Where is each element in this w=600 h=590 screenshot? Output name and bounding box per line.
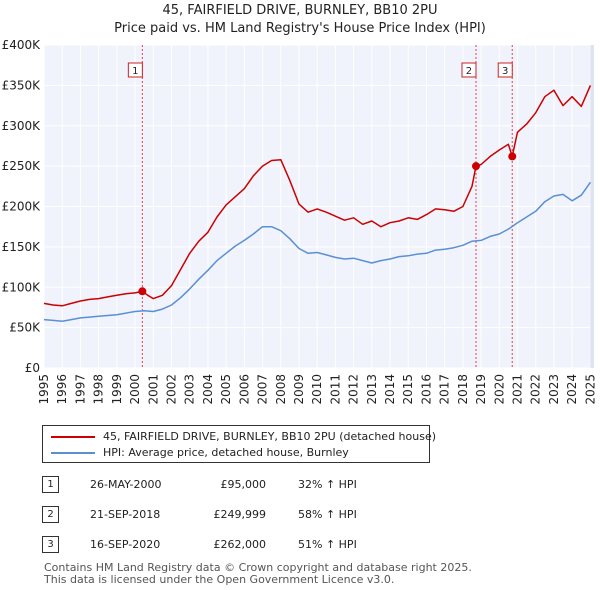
y-tick-label: £200K <box>2 200 42 214</box>
x-tick-label: 2010 <box>310 374 324 405</box>
x-tick-label: 2005 <box>219 374 233 405</box>
marker-label: 3 <box>502 66 508 77</box>
y-tick-label: £150K <box>2 240 42 254</box>
footer-copyright: Contains HM Land Registry data © Crown c… <box>44 561 472 574</box>
y-tick-label: £400K <box>2 38 42 52</box>
y-tick-label: £50K <box>9 321 41 335</box>
y-tick-label: £350K <box>2 78 42 92</box>
x-tick-label: 2021 <box>511 374 525 405</box>
transactions-table: 1 26-MAY-2000 £95,000 32% ↑ HPI 2 21-SEP… <box>0 472 600 562</box>
x-tick-label: 2000 <box>128 374 142 405</box>
x-tick-label: 1996 <box>55 374 69 405</box>
legend-property-label: 45, FAIRFIELD DRIVE, BURNLEY, BB10 2PU (… <box>103 430 437 443</box>
legend-property-swatch <box>51 436 95 438</box>
x-tick-label: 2006 <box>237 374 251 405</box>
x-tick-label: 2025 <box>583 374 597 405</box>
table-row: 2 21-SEP-2018 £249,999 58% ↑ HPI <box>0 506 600 526</box>
sale-point <box>508 152 517 161</box>
price-chart: £0 £50K £100K £150K £200K £250K £300K £350K £400… <box>2 38 598 405</box>
transaction-price: £262,000 <box>213 538 267 551</box>
table-row: 3 16-SEP-2020 £262,000 51% ↑ HPI <box>0 536 600 556</box>
x-tick-label: 1999 <box>110 374 124 405</box>
x-tick-label: 2024 <box>565 374 579 405</box>
transaction-price: £249,999 <box>213 508 267 521</box>
x-tick-label: 2001 <box>146 374 160 405</box>
legend-hpi-swatch <box>51 452 95 454</box>
chart-title: 45, FAIRFIELD DRIVE, BURNLEY, BB10 2PU <box>162 3 438 18</box>
chart-subtitle: Price paid vs. HM Land Registry's House … <box>114 21 486 36</box>
y-tick-label: £300K <box>2 119 42 133</box>
x-tick-label: 2013 <box>365 374 379 405</box>
y-tick-label: £250K <box>2 159 42 173</box>
x-tick-label: 2016 <box>419 374 433 405</box>
marker-box <box>497 62 513 78</box>
marker-label: 1 <box>132 66 138 77</box>
legend-hpi-label: HPI: Average price, detached house, Burn… <box>103 446 349 459</box>
transaction-price: £95,000 <box>220 478 267 491</box>
sale-point <box>471 162 480 171</box>
x-tick-label: 2023 <box>547 374 561 405</box>
transaction-date: 26-MAY-2000 <box>90 478 162 491</box>
x-tick-label: 2018 <box>456 374 470 405</box>
x-tick-label: 2014 <box>383 374 397 405</box>
sale-point <box>138 287 147 296</box>
footer-license: This data is licensed under the Open Gov… <box>44 573 395 586</box>
x-tick-label: 1995 <box>37 374 51 405</box>
x-tick-label: 2007 <box>256 374 270 405</box>
x-tick-label: 1997 <box>73 374 87 405</box>
transaction-date: 16-SEP-2020 <box>90 538 161 551</box>
x-tick-label: 2020 <box>492 374 506 405</box>
x-tick-label: 2004 <box>201 374 215 405</box>
x-tick-label: 1998 <box>92 374 106 405</box>
table-row: 1 26-MAY-2000 £95,000 32% ↑ HPI <box>0 476 600 496</box>
marker-box <box>461 62 477 78</box>
transaction-number: 1 <box>42 476 59 493</box>
chart-legend: 45, FAIRFIELD DRIVE, BURNLEY, BB10 2PU (… <box>42 425 436 463</box>
hpi-line <box>43 181 592 322</box>
x-tick-label: 2012 <box>347 374 361 405</box>
x-tick-label: 2003 <box>183 374 197 405</box>
y-tick-label: £0 <box>25 361 40 375</box>
x-tick-label: 2009 <box>292 374 306 405</box>
transaction-number: 2 <box>42 506 59 523</box>
x-tick-label: 2017 <box>438 374 452 405</box>
transaction-number: 3 <box>42 536 59 553</box>
x-tick-label: 2015 <box>401 374 415 405</box>
marker-label: 2 <box>466 66 472 77</box>
transaction-hpi: 51% ↑ HPI <box>298 538 357 551</box>
transaction-hpi: 32% ↑ HPI <box>298 478 357 491</box>
transaction-hpi: 58% ↑ HPI <box>298 508 357 521</box>
future-region <box>590 45 594 368</box>
x-tick-label: 2019 <box>474 374 488 405</box>
marker-box <box>127 62 143 78</box>
x-tick-label: 2011 <box>328 374 342 405</box>
x-tick-label: 2022 <box>529 374 543 405</box>
x-tick-label: 2002 <box>164 374 178 405</box>
x-tick-label: 2008 <box>274 374 288 405</box>
transaction-date: 21-SEP-2018 <box>90 508 161 521</box>
y-tick-label: £100K <box>2 280 42 294</box>
